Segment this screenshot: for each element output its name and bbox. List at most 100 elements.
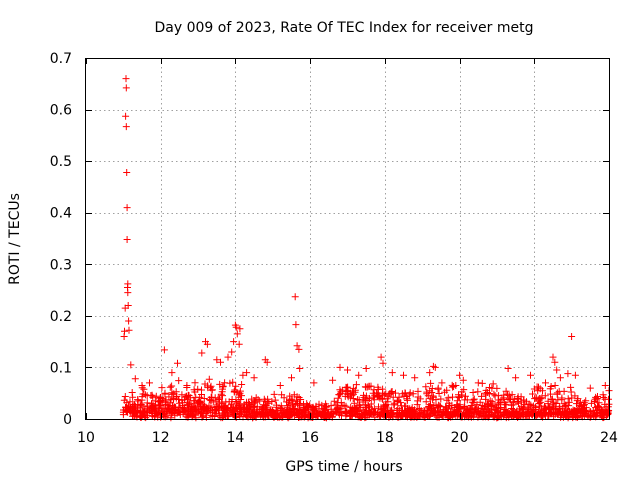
data-point-dense [540, 406, 548, 414]
data-point [125, 326, 133, 334]
data-point-dense [435, 390, 443, 397]
data-point-dense [548, 410, 556, 418]
data-point-dense [567, 383, 575, 391]
y-axis-tick-labels: 0 0.1 0.2 0.3 0.4 0.5 0.6 0.7 [50, 51, 72, 428]
data-point [203, 340, 211, 348]
data-point-dense [191, 388, 199, 396]
data-point-dense [500, 391, 508, 399]
data-point-dense [483, 389, 491, 396]
data-point-dense [517, 412, 525, 420]
x-axis-label: GPS time / hours [285, 459, 402, 475]
data-point-dense [556, 407, 564, 415]
data-point [232, 323, 240, 331]
data-point-dense [167, 414, 175, 422]
data-point-dense [408, 406, 416, 413]
data-point-dense [532, 403, 539, 411]
data-point-dense [196, 397, 204, 405]
data-point-dense [462, 392, 469, 400]
data-point-dense [461, 404, 469, 412]
data-point [263, 358, 271, 366]
data-point-dense [347, 409, 355, 417]
data-point-dense [166, 399, 174, 407]
data-point-dense [553, 408, 561, 416]
data-point-dense [218, 388, 226, 396]
data-point-dense [151, 397, 159, 405]
data-point-dense [479, 408, 487, 416]
data-point-dense [560, 387, 568, 395]
data-point-dense [442, 411, 450, 419]
data-point-dense [119, 408, 127, 416]
data-point [459, 376, 467, 384]
data-point-dense [462, 411, 470, 419]
data-point [355, 371, 363, 379]
data-point-dense [205, 375, 213, 383]
data-point-dense [201, 380, 209, 388]
data-point-dense [330, 397, 338, 405]
data-point-dense [261, 397, 269, 405]
data-point-dense [183, 392, 190, 400]
data-point-dense [519, 404, 527, 412]
data-point-dense [121, 393, 129, 400]
data-point-dense [514, 395, 522, 403]
data-point [292, 321, 300, 329]
data-point-dense [385, 390, 393, 398]
data-point-dense [349, 388, 356, 396]
data-point-dense [216, 380, 224, 388]
data-point-dense [231, 386, 239, 394]
data-point [123, 204, 131, 212]
data-point-dense [158, 408, 166, 416]
data-point [235, 340, 243, 348]
data-point-dense [575, 401, 583, 409]
data-point-dense [344, 393, 352, 401]
data-point [400, 371, 407, 379]
data-point-dense [389, 393, 397, 401]
data-point-dense [504, 390, 511, 398]
x-tick-label: 20 [451, 430, 469, 446]
data-point [512, 374, 520, 382]
data-point-dense [178, 396, 186, 404]
data-point-dense [599, 391, 607, 399]
data-point-dense [242, 408, 250, 416]
data-point-dense [493, 384, 501, 392]
data-point-dense [251, 412, 259, 420]
data-point-dense [227, 404, 235, 412]
data-point-dense [337, 405, 345, 413]
data-point-dense [232, 398, 240, 405]
data-point-dense [409, 390, 417, 398]
data-point-dense [316, 410, 324, 418]
data-point-dense [349, 384, 357, 392]
data-point-dense [184, 401, 192, 409]
data-point-dense [146, 404, 154, 412]
y-tick-label: 0.1 [50, 360, 72, 376]
data-point-dense [137, 401, 145, 408]
data-point [504, 365, 512, 372]
data-point-dense [232, 382, 240, 390]
data-point-dense [338, 412, 345, 420]
data-point-dense [211, 403, 219, 411]
data-point-dense [590, 412, 598, 420]
data-point-dense [593, 407, 601, 414]
data-point [122, 123, 130, 131]
data-point [122, 84, 130, 92]
data-point-dense [236, 400, 244, 408]
data-point-dense [286, 405, 294, 413]
data-point-dense [381, 403, 389, 411]
data-point-dense [432, 401, 440, 409]
data-point-dense [414, 393, 422, 401]
data-point-dense [284, 402, 292, 410]
data-point [362, 365, 370, 372]
data-point [411, 374, 419, 382]
data-point [553, 366, 561, 374]
data-point [377, 353, 385, 361]
data-point-dense [367, 382, 375, 390]
data-point-dense [211, 413, 219, 420]
data-point-dense [494, 396, 502, 404]
data-point-dense [221, 379, 229, 387]
x-axis-tick-labels: 10 12 14 16 18 20 22 24 [77, 430, 618, 446]
data-point-dense [458, 388, 466, 396]
data-point-dense [422, 398, 430, 406]
data-point [243, 369, 251, 377]
data-point [388, 369, 396, 377]
data-point [174, 359, 181, 367]
data-point-dense [552, 405, 560, 413]
